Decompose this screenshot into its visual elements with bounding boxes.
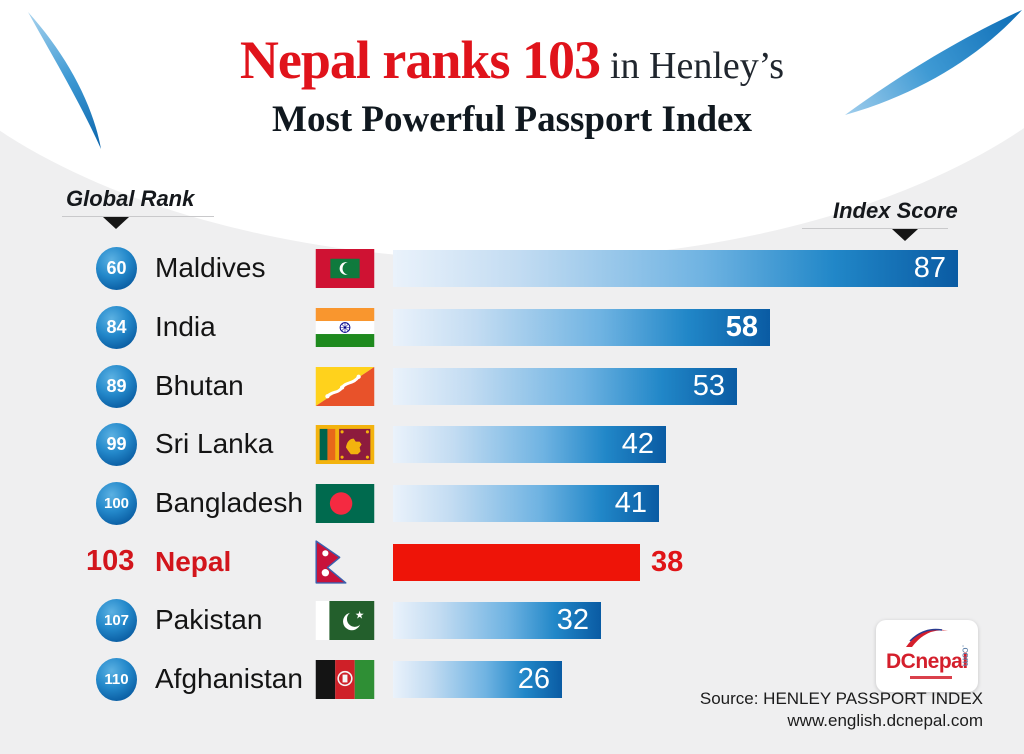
india-flag-icon bbox=[315, 308, 375, 347]
website-text: www.english.dcnepal.com bbox=[787, 711, 983, 730]
source-text: Source: HENLEY PASSPORT INDEX bbox=[699, 689, 983, 708]
country-label: Bangladesh bbox=[155, 487, 303, 518]
country-label: Maldives bbox=[155, 252, 266, 283]
bar-area: 41 bbox=[393, 485, 659, 522]
rank-badge: 100 bbox=[96, 482, 137, 525]
rank-value: 60 bbox=[106, 258, 127, 278]
down-arrow-icon bbox=[103, 217, 129, 229]
rank-badge: 84 bbox=[96, 306, 137, 349]
chart-row-india: 84 India 58 bbox=[0, 306, 1024, 356]
bar-area: 58 bbox=[393, 309, 770, 346]
bar-area: 38 bbox=[393, 544, 683, 581]
bangladesh-flag-icon bbox=[315, 484, 375, 523]
index-score-label: Index Score bbox=[833, 198, 958, 223]
score-bar: 26 bbox=[393, 661, 562, 698]
score-bar: 53 bbox=[393, 368, 737, 405]
bar-area: 42 bbox=[393, 426, 666, 463]
score-value: 38 bbox=[651, 546, 684, 578]
rank-value: 110 bbox=[104, 671, 129, 688]
index-score-underline bbox=[802, 228, 948, 229]
country-label: Bhutan bbox=[155, 370, 244, 401]
score-value: 58 bbox=[725, 311, 758, 343]
global-rank-label: Global Rank bbox=[66, 186, 195, 211]
country-label: India bbox=[155, 311, 216, 342]
score-bar-highlighted bbox=[393, 544, 640, 581]
global-rank-underline bbox=[62, 216, 214, 217]
bhutan-flag-icon bbox=[315, 367, 375, 406]
rank-value: 103 bbox=[86, 545, 135, 577]
score-bar: 41 bbox=[393, 485, 659, 522]
rank-badge: 110 bbox=[96, 658, 137, 701]
maldives-flag-icon bbox=[315, 249, 375, 288]
chart-row-nepal-highlighted: 103 Nepal 38 bbox=[0, 540, 1024, 591]
chart-row-bhutan: 89 Bhutan 53 bbox=[0, 365, 1024, 415]
title-suffix: in Henley’s bbox=[609, 45, 785, 87]
rank-badge: 89 bbox=[96, 365, 137, 408]
score-bar: 87 bbox=[393, 250, 958, 287]
logo-text: DCnepal bbox=[886, 650, 968, 673]
country-label: Sri Lanka bbox=[155, 428, 274, 459]
chart-row-bangladesh: 100 Bangladesh 41 bbox=[0, 482, 1024, 532]
chart-row-pakistan: 107 Pakistan 32 bbox=[0, 599, 1024, 649]
pakistan-flag-icon bbox=[315, 601, 375, 640]
bar-area: 32 bbox=[393, 602, 601, 639]
country-label: Nepal bbox=[155, 546, 232, 577]
chart-row-afghanistan: 110 Afghanistan 26 bbox=[0, 658, 1024, 708]
page-title: Nepal ranks 103 in Henley’s Most Powerful… bbox=[0, 30, 1024, 141]
dcnepal-logo: DCnepal .com bbox=[876, 620, 978, 692]
rank-value: 89 bbox=[106, 376, 127, 396]
score-bar: 32 bbox=[393, 602, 601, 639]
score-value: 42 bbox=[621, 428, 654, 460]
score-value: 26 bbox=[517, 663, 550, 695]
rank-value: 84 bbox=[106, 317, 127, 337]
rank-badge: 99 bbox=[96, 423, 137, 466]
country-label: Afghanistan bbox=[155, 663, 303, 694]
rank-badge: 60 bbox=[96, 247, 137, 290]
bar-area: 87 bbox=[393, 250, 958, 287]
country-label: Pakistan bbox=[155, 604, 263, 635]
rank-value: 100 bbox=[103, 495, 130, 512]
chart-row-maldives: 60 Maldives 87 bbox=[0, 247, 1024, 297]
rank-value: 99 bbox=[106, 434, 127, 454]
score-value: 87 bbox=[913, 252, 946, 284]
down-arrow-icon bbox=[892, 229, 918, 241]
afghanistan-flag-icon bbox=[315, 660, 375, 699]
rank-value: 107 bbox=[103, 612, 130, 629]
rank-badge: 107 bbox=[96, 599, 137, 642]
nepal-flag-icon bbox=[313, 539, 350, 586]
score-bar: 58 bbox=[393, 309, 770, 346]
title-highlight: Nepal ranks 103 bbox=[239, 30, 601, 90]
title-line2: Most Powerful Passport Index bbox=[272, 99, 752, 140]
bar-area: 53 bbox=[393, 368, 737, 405]
bar-area: 26 bbox=[393, 661, 562, 698]
score-value: 32 bbox=[556, 604, 589, 636]
logo-swoosh-icon bbox=[906, 628, 948, 647]
score-bar: 42 bbox=[393, 426, 666, 463]
logo-tagline bbox=[910, 676, 952, 679]
sri-lanka-flag-icon bbox=[315, 425, 375, 464]
chart-row-sri-lanka: 99 Sri Lanka 42 bbox=[0, 423, 1024, 473]
score-value: 53 bbox=[692, 370, 725, 402]
score-value: 41 bbox=[614, 487, 647, 519]
title-line1: Nepal ranks 103 in Henley’s bbox=[0, 30, 1024, 96]
logo-com-text: .com bbox=[959, 644, 971, 667]
